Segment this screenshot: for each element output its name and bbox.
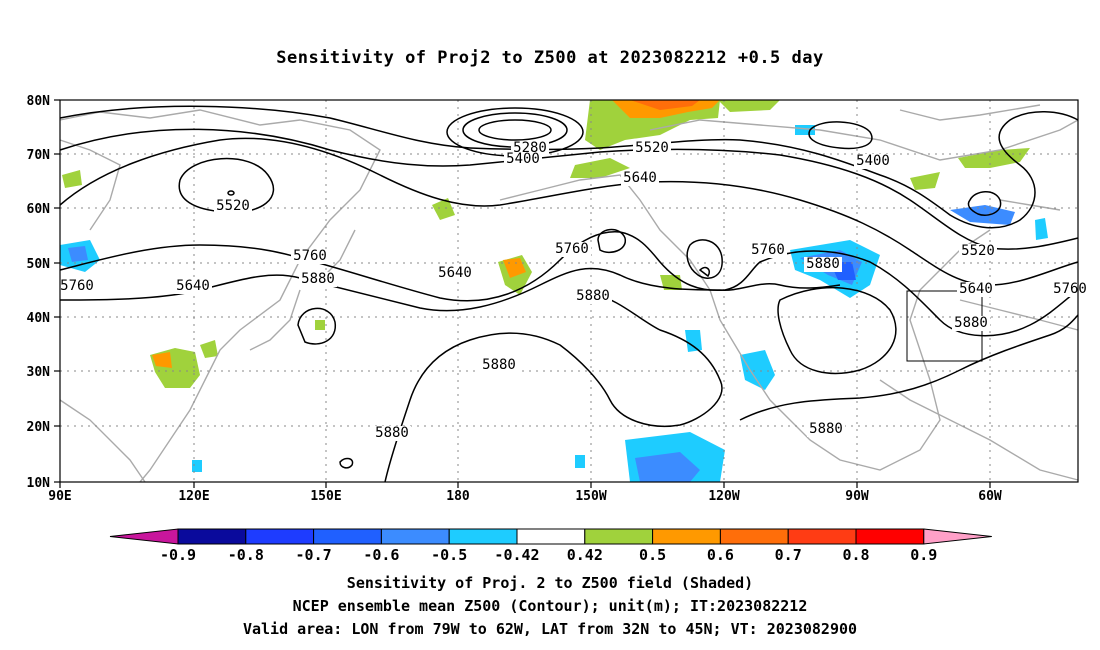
contour-label: 5760 [293,248,327,264]
contour-label: 5520 [216,198,250,214]
lon-label: 150W [575,489,606,504]
caption-line-2: NCEP ensemble mean Z500 (Contour); unit(… [292,597,808,615]
colorbar-swatch [787,528,857,545]
colorbar-swatch [177,528,247,545]
lat-label: 20N [27,420,51,435]
longitude-labels: 90E 120E 150E 180 150W 120W 90W 60W [48,489,1002,504]
latitude-labels: 80N 70N 60N 50N 40N 30N 20N 10N [27,94,51,491]
colorbar-label: -0.7 [296,546,332,564]
contour-label: 5520 [961,243,995,259]
lat-label: 50N [27,257,51,272]
contour-label: 5880 [301,271,335,287]
contour-label: 5880 [806,256,840,272]
colorbar-swatch [448,528,518,545]
caption-line-3: Valid area: LON from 79W to 62W, LAT fro… [242,620,858,638]
contour-label: 5880 [576,288,610,304]
contour-label: 5880 [482,357,516,373]
colorbar-swatch [652,528,721,545]
contour-label: 5760 [1053,281,1087,297]
lat-label: 30N [27,365,51,380]
lat-label: 80N [27,94,51,109]
colorbar-swatch [313,528,382,545]
colorbar-label: 0.8 [842,546,869,564]
contour-label: 5400 [856,153,890,169]
lat-label: 70N [27,148,51,163]
colorbar-label: 0.42 [567,546,603,564]
lon-label: 150E [310,489,341,504]
colorbar-label: -0.6 [363,546,399,564]
contour-labels: 5280540055205400564055205520576056405760… [58,140,1089,441]
colorbar-swatch [584,528,654,545]
lat-label: 40N [27,311,51,326]
colorbar-end-right [923,528,992,545]
contour-label: 5760 [60,278,94,294]
map-frame [59,99,1079,483]
colorbar-label: 0.5 [639,546,666,564]
sensitivity-map: 5280540055205400564055205520576056405760… [26,94,1089,564]
colorbar-swatch [855,528,925,545]
axis-ticks [54,99,991,488]
lon-label: 90W [845,489,869,504]
lat-label: 10N [27,476,51,491]
contour-label: 5640 [959,281,993,297]
contour-label: 5400 [506,151,540,167]
lon-label: 180 [446,489,470,504]
colorbar [109,528,992,545]
lon-label: 90E [48,489,71,504]
z500-contours [59,105,1079,483]
contour-label: 5520 [635,140,669,156]
colorbar-swatch [245,528,315,545]
contour-label: 5640 [623,170,657,186]
contour-label: 5760 [555,241,589,257]
contour-label: 5640 [438,265,472,281]
colorbar-label: -0.9 [160,546,196,564]
colorbar-label: 0.6 [707,546,734,564]
chart-title: Sensitivity of Proj2 to Z500 at 20230822… [276,48,824,68]
contour-label: 5880 [954,315,988,331]
colorbar-labels: -0.9 -0.8 -0.7 -0.6 -0.5 -0.42 0.42 0.5 0.6 0.7 0.… [160,546,937,564]
colorbar-label: -0.8 [228,546,264,564]
colorbar-label: 0.7 [775,546,802,564]
lon-label: 120E [178,489,209,504]
caption-line-1: Sensitivity of Proj. 2 to Z500 field (Sh… [346,574,754,592]
colorbar-swatch [719,528,789,545]
contour-label: 5880 [809,421,843,437]
colorbar-label: -0.5 [431,546,467,564]
contour-label: 5880 [375,425,409,441]
colorbar-end-left [109,528,179,545]
colorbar-swatch [380,528,450,545]
colorbar-label: -0.42 [494,546,539,564]
colorbar-label: 0.9 [910,546,937,564]
lat-label: 60N [27,202,51,217]
contour-label: 5640 [176,278,210,294]
contour-label: 5760 [751,242,785,258]
lon-label: 120W [708,489,739,504]
colorbar-swatch [516,528,586,545]
coastlines [59,104,1079,483]
lon-label: 60W [978,489,1002,504]
